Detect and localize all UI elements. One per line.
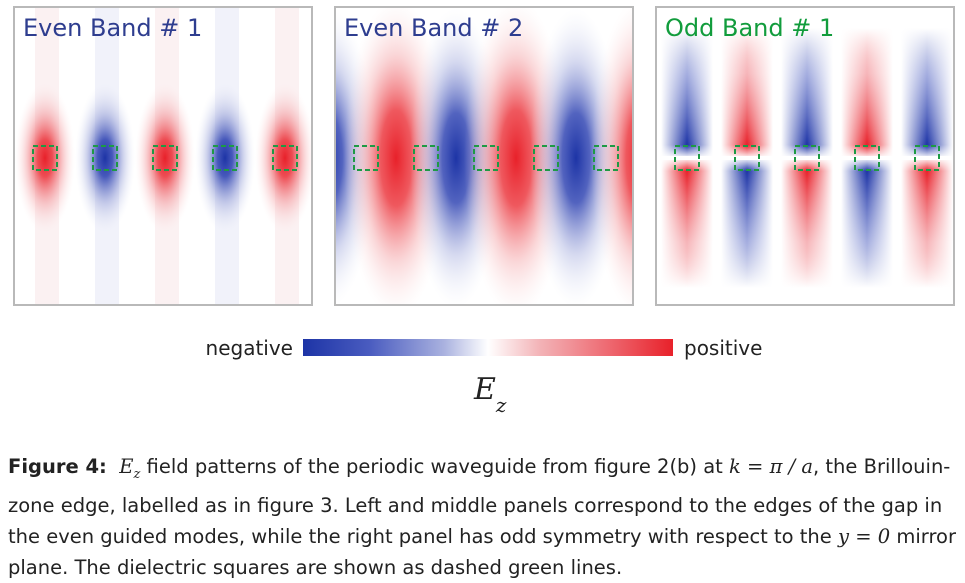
panel-even-band-2: Even Band # 2 xyxy=(334,6,634,306)
dielectric-squares xyxy=(353,145,619,171)
field-plot-odd-1 xyxy=(657,28,953,288)
field-plot-even-1 xyxy=(15,8,311,304)
dielectric-squares xyxy=(32,145,298,171)
caption-text-1: field patterns of the periodic waveguide… xyxy=(140,455,730,478)
colorbar-positive-label: positive xyxy=(684,336,763,360)
field-plot-even-2 xyxy=(336,8,632,304)
panel-title: Even Band # 1 xyxy=(23,14,203,42)
caption-label: Figure 4: xyxy=(8,455,107,478)
colorbar-quantity-label: Ez xyxy=(474,372,507,417)
panel-odd-band-1: Odd Band # 1 xyxy=(655,6,955,306)
caption-y-equation: y = 0 xyxy=(837,524,891,548)
field-lobes xyxy=(657,28,953,288)
colorbar-gradient xyxy=(303,339,673,356)
caption-symbol-z: z xyxy=(133,466,141,482)
caption-text-2: , the Brillouin-zone edge, labelled as i… xyxy=(8,455,951,548)
caption-k-equation: k = π / a xyxy=(729,455,813,478)
colorbar: negative positive xyxy=(0,336,965,360)
panel-even-band-1: Even Band # 1 xyxy=(13,6,313,306)
caption-symbol-E: E xyxy=(119,455,134,478)
colorbar-negative-label: negative xyxy=(205,336,293,360)
field-lobes xyxy=(336,8,632,304)
field-lobes xyxy=(15,8,311,304)
panel-title: Even Band # 2 xyxy=(344,14,524,42)
figure-caption: Figure 4: Ez field patterns of the perio… xyxy=(8,451,958,583)
panel-title: Odd Band # 1 xyxy=(665,14,835,42)
dielectric-squares xyxy=(674,145,940,171)
caption-text-3: mirror plane. The dielectric squares are… xyxy=(8,524,956,579)
